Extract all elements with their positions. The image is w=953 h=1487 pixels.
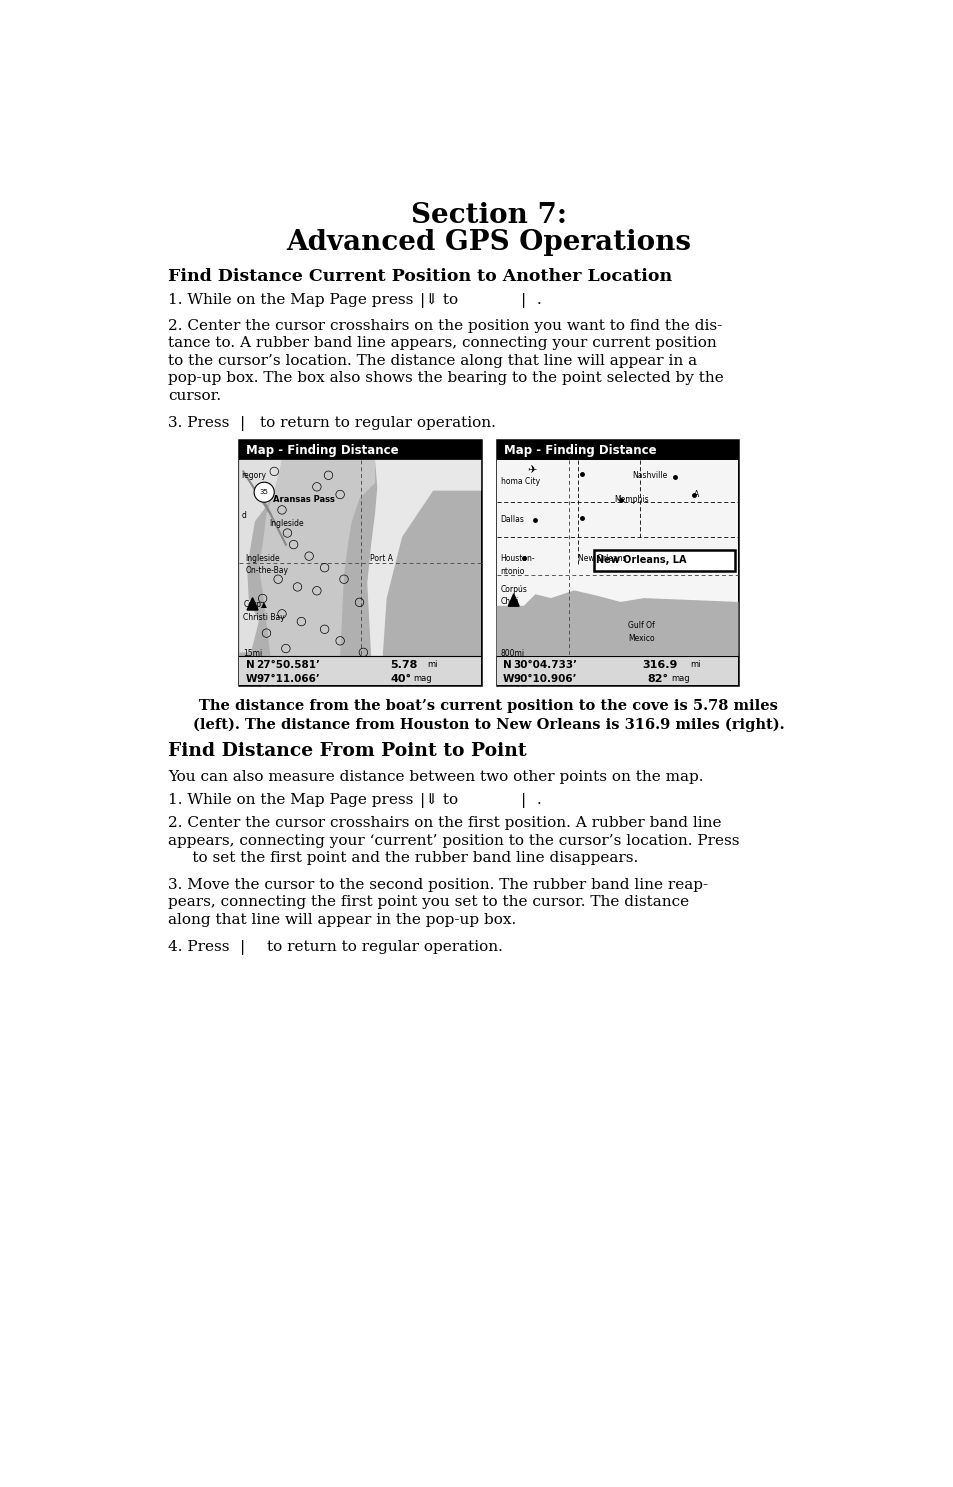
Text: appears, connecting your ‘current’ position to the cursor’s location. Press: appears, connecting your ‘current’ posit…: [168, 834, 739, 848]
Text: A: A: [694, 491, 699, 500]
Text: 15mi: 15mi: [243, 650, 262, 659]
Text: 316.9: 316.9: [641, 660, 677, 669]
Text: along that line will appear in the pop-up box.: along that line will appear in the pop-u…: [168, 913, 516, 926]
Text: Mexico: Mexico: [628, 633, 655, 642]
Text: 2. Center the cursor crosshairs on the position you want to find the dis-: 2. Center the cursor crosshairs on the p…: [168, 318, 721, 333]
Text: d: d: [241, 512, 246, 520]
Text: 5.78: 5.78: [390, 660, 417, 669]
Text: 3. Press: 3. Press: [168, 415, 230, 430]
Text: ✈: ✈: [526, 465, 536, 474]
Text: to set the first point and the rubber band line disappears.: to set the first point and the rubber ba…: [168, 851, 638, 865]
Text: W: W: [502, 674, 514, 684]
Text: 40°: 40°: [390, 674, 411, 684]
Text: Houston-: Houston-: [500, 555, 535, 564]
Text: Ch▲i: Ch▲i: [500, 596, 518, 605]
Text: Port A: Port A: [369, 555, 393, 564]
Text: 1. While on the Map Page press: 1. While on the Map Page press: [168, 293, 413, 308]
Text: to return to regular operation.: to return to regular operation.: [267, 940, 502, 953]
Text: pop-up box. The box also shows the bearing to the point selected by the: pop-up box. The box also shows the beari…: [168, 372, 723, 385]
Text: pears, connecting the first point you set to the cursor. The distance: pears, connecting the first point you se…: [168, 895, 688, 910]
Bar: [239, 656, 480, 686]
Text: Ingleside: Ingleside: [245, 555, 280, 564]
Polygon shape: [497, 590, 738, 656]
Text: 35: 35: [259, 489, 269, 495]
Text: New Orleans, LA: New Orleans, LA: [596, 555, 685, 565]
Text: |: |: [240, 415, 245, 431]
Text: |⇓ to: |⇓ to: [419, 293, 457, 308]
Bar: [497, 656, 738, 686]
Text: 90°10.906’: 90°10.906’: [513, 674, 577, 684]
Text: mi: mi: [427, 660, 437, 669]
Text: Find Distance Current Position to Another Location: Find Distance Current Position to Anothe…: [168, 268, 672, 284]
Circle shape: [253, 482, 274, 503]
Text: Find Distance From Point to Point: Find Distance From Point to Point: [168, 742, 526, 760]
Text: 27°50.581’: 27°50.581’: [256, 660, 320, 669]
Text: |: |: [520, 793, 525, 807]
Text: Corp▲: Corp▲: [243, 601, 267, 610]
Text: |⇓ to: |⇓ to: [419, 793, 457, 807]
Text: Map - Finding Distance: Map - Finding Distance: [503, 443, 656, 457]
Text: regory: regory: [241, 471, 267, 480]
Polygon shape: [239, 459, 282, 653]
Polygon shape: [367, 459, 480, 656]
Bar: [239, 440, 480, 686]
Polygon shape: [258, 459, 375, 656]
Bar: [497, 459, 738, 656]
Text: mag: mag: [414, 674, 432, 683]
Text: 4. Press: 4. Press: [168, 940, 230, 953]
Text: W: W: [245, 674, 256, 684]
Text: Christi Bay: Christi Bay: [243, 613, 285, 622]
Text: |: |: [240, 940, 245, 955]
Text: 800mi: 800mi: [500, 650, 524, 659]
Text: Gulf Of: Gulf Of: [628, 622, 655, 630]
Text: Section 7:: Section 7:: [411, 202, 566, 229]
Text: The distance from the boat’s current position to the cove is 5.78 miles: The distance from the boat’s current pos…: [199, 699, 778, 712]
Text: mag: mag: [670, 674, 689, 683]
Text: (left). The distance from Houston to New Orleans is 316.9 miles (right).: (left). The distance from Houston to New…: [193, 717, 784, 732]
Polygon shape: [508, 593, 518, 607]
Text: Map - Finding Distance: Map - Finding Distance: [246, 443, 398, 457]
Bar: [239, 440, 480, 459]
Bar: [497, 440, 738, 686]
Bar: [239, 459, 480, 656]
Text: ntonio: ntonio: [500, 567, 524, 575]
Bar: [497, 440, 738, 459]
Text: Nashville: Nashville: [632, 471, 667, 480]
Text: N: N: [502, 660, 511, 669]
Text: to return to regular operation.: to return to regular operation.: [259, 415, 495, 430]
Text: 1. While on the Map Page press: 1. While on the Map Page press: [168, 793, 413, 807]
Text: You can also measure distance between two other points on the map.: You can also measure distance between tw…: [168, 770, 703, 784]
Text: Memphis: Memphis: [614, 495, 648, 504]
Text: 3. Move the cursor to the second position. The rubber band line reap-: 3. Move the cursor to the second positio…: [168, 877, 707, 892]
Text: homa City: homa City: [500, 477, 539, 486]
Text: Ingleside: Ingleside: [269, 519, 303, 528]
Text: to the cursor’s location. The distance along that line will appear in a: to the cursor’s location. The distance a…: [168, 354, 697, 367]
Text: On-the-Bay: On-the-Bay: [245, 567, 288, 575]
Text: .: .: [536, 293, 540, 308]
Text: mi: mi: [690, 660, 700, 669]
Text: 97°11.066’: 97°11.066’: [256, 674, 320, 684]
Text: .: .: [536, 793, 540, 807]
Text: 2. Center the cursor crosshairs on the first position. A rubber band line: 2. Center the cursor crosshairs on the f…: [168, 816, 720, 830]
Text: tance to. A rubber band line appears, connecting your current position: tance to. A rubber band line appears, co…: [168, 336, 716, 349]
Text: cursor.: cursor.: [168, 388, 221, 403]
Bar: [593, 550, 734, 571]
Text: |: |: [520, 293, 525, 308]
Text: Corpús: Corpús: [500, 584, 527, 593]
Text: Aransas Pass: Aransas Pass: [273, 495, 335, 504]
Text: 30°04.733’: 30°04.733’: [513, 660, 578, 669]
Text: New Orleans: New Orleans: [578, 555, 626, 564]
Text: 82°: 82°: [647, 674, 668, 684]
Text: Dallas: Dallas: [500, 516, 524, 525]
Polygon shape: [247, 598, 257, 610]
Text: Advanced GPS Operations: Advanced GPS Operations: [286, 229, 691, 256]
Text: N: N: [245, 660, 254, 669]
